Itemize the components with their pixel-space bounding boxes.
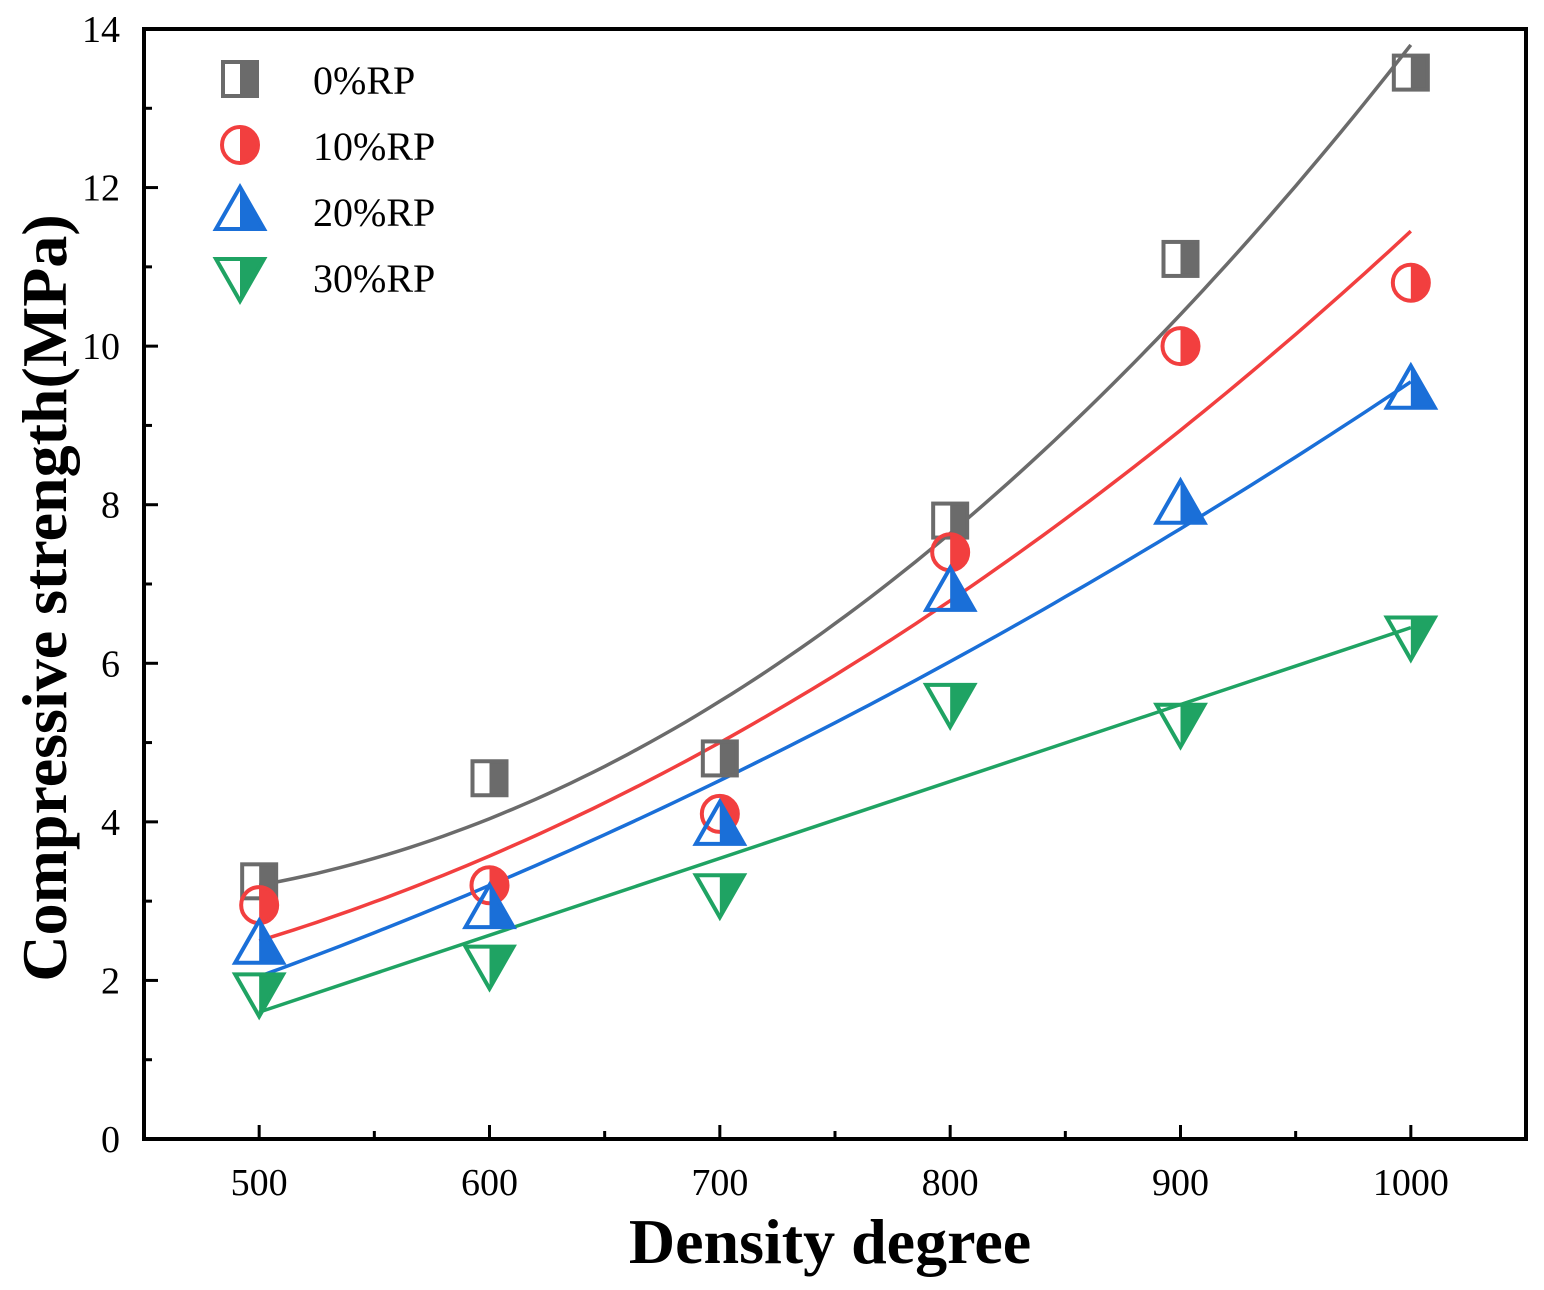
y-tick-label: 0 [101,1119,120,1161]
data-point-series-3 [231,972,287,1021]
data-point-series-0 [470,759,509,798]
data-point-series-1 [1160,326,1201,367]
legend-label-1: 10%RP [313,124,435,169]
data-point-series-2 [1383,361,1439,410]
x-tick-label: 1000 [1373,1162,1449,1204]
data-points [231,53,1439,1021]
x-axis-title: Density degree [629,1206,1031,1277]
data-point-series-0 [1391,53,1430,92]
y-tick-label: 2 [101,960,120,1002]
x-tick-label: 700 [691,1162,748,1204]
data-point-series-3 [922,682,978,731]
axis-tick-labels: 500 600 700 800 900 1000 0 2 4 6 8 10 12 14 [82,9,1449,1204]
data-point-series-3 [1383,615,1439,664]
x-tick-label: 500 [231,1162,288,1204]
legend-marker-1 [220,125,260,165]
fit-line-series-1 [258,229,1412,943]
data-point-series-3 [462,944,517,993]
fit-line-series-3 [258,625,1412,1014]
data-point-series-2 [462,881,517,930]
fit-line-series-0 [258,43,1413,888]
y-tick-label: 8 [101,485,120,527]
legend: 0%RP 10%RP 20%RP 30%RP [212,58,435,306]
data-point-series-0 [1161,239,1200,278]
legend-marker-3 [212,257,268,306]
x-tick-label: 600 [461,1162,518,1204]
legend-marker-0 [221,60,259,98]
y-tick-label: 4 [101,802,120,844]
y-tick-label: 10 [82,326,120,368]
y-axis-title: Compressive strength(MPa) [9,214,80,981]
data-point-series-1 [1390,262,1431,303]
legend-label-3: 30%RP [313,256,435,301]
fit-line-series-2 [258,380,1412,979]
data-point-series-2 [1153,476,1208,525]
y-tick-label: 14 [82,9,120,51]
data-point-series-2 [231,916,287,965]
x-tick-label: 800 [922,1162,979,1204]
data-point-series-0 [700,739,739,778]
data-point-series-2 [922,563,978,612]
y-tick-label: 12 [82,168,120,210]
x-tick-label: 900 [1152,1162,1209,1204]
plot-frame [142,27,1528,1141]
y-tick-label: 6 [101,643,120,685]
data-point-series-3 [692,873,748,922]
legend-marker-2 [212,182,268,231]
fit-lines [258,43,1413,1014]
legend-label-2: 20%RP [313,190,435,235]
legend-label-0: 0%RP [313,58,415,103]
data-point-series-3 [1153,702,1208,751]
data-point-series-2 [692,797,748,846]
